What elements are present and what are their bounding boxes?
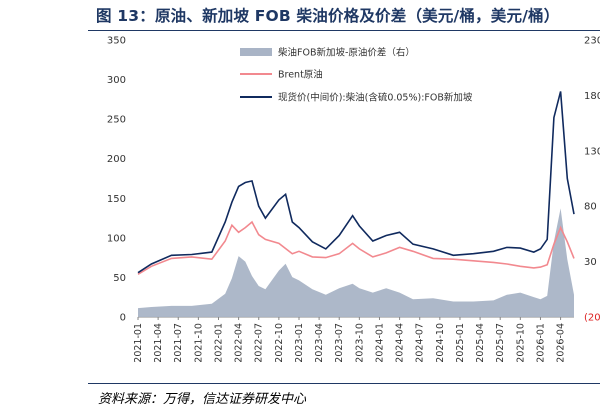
x-tick-label: 2026-01 <box>535 323 546 363</box>
source-note: 资料来源：万得，信达证券研发中心 <box>98 392 307 407</box>
y-left-tick-label: 0 <box>120 313 126 324</box>
x-tick-label: 2023-04 <box>314 323 325 363</box>
x-tick-label: 2022-10 <box>274 323 285 363</box>
y-left-tick-label: 100 <box>107 233 126 244</box>
x-tick-label: 2024-01 <box>374 323 385 363</box>
legend-label-diesel: 现货价(中间价):柴油(含硫0.05%):FOB新加坡 <box>278 92 473 104</box>
y-left-tick-label: 300 <box>107 75 126 86</box>
x-tick-label: 2022-07 <box>254 323 265 363</box>
x-tick-label: 2025-01 <box>455 323 466 363</box>
x-axis-ticks: 2021-01 2021-04 2021-07 2021-10 2022-01 2022-… <box>133 317 567 363</box>
y-right-tick-label: 130 <box>584 146 600 157</box>
series-spread-area <box>138 208 574 317</box>
x-tick-label: 2022-04 <box>234 323 245 363</box>
series-diesel-line <box>137 91 575 274</box>
y-left-tick-label: 150 <box>107 194 126 205</box>
source-rule <box>88 383 600 384</box>
x-tick-label: 2025-10 <box>515 323 526 363</box>
y-right-tick-label: 80 <box>584 202 597 213</box>
legend-label-brent: Brent原油 <box>278 69 323 81</box>
y-right-tick-label: 30 <box>584 257 597 268</box>
series-layer <box>137 91 575 317</box>
x-tick-label: 2021-10 <box>193 323 204 363</box>
x-tick-label: 2021-04 <box>153 323 164 363</box>
x-tick-label: 2021-07 <box>173 323 184 363</box>
y-right-tick-label: 230 <box>584 36 600 47</box>
y-axis-right-ticks: (20) 30 80 130 180 230 <box>584 36 600 324</box>
x-tick-label: 2024-04 <box>395 323 406 363</box>
x-tick-label: 2026-04 <box>556 323 567 363</box>
y-axis-left-ticks: 0 50 100 150 200 250 300 350 <box>107 36 126 324</box>
x-tick-label: 2024-07 <box>415 323 426 363</box>
legend-label-spread: 柴油FOB新加坡-原油价差（右） <box>278 47 415 59</box>
x-tick-label: 2023-01 <box>294 323 305 363</box>
series-brent-line <box>137 220 575 275</box>
y-right-tick-label: 180 <box>584 91 600 102</box>
x-tick-label: 2025-07 <box>495 323 506 363</box>
y-left-tick-label: 350 <box>107 36 126 47</box>
y-left-tick-label: 50 <box>113 273 126 284</box>
x-tick-label: 2023-07 <box>334 323 345 363</box>
x-tick-label: 2024-10 <box>435 323 446 363</box>
legend-swatch-spread <box>240 48 272 56</box>
x-tick-label: 2023-10 <box>354 323 365 363</box>
y-left-tick-label: 200 <box>107 154 126 165</box>
title-rule <box>88 30 600 31</box>
x-tick-label: 2025-04 <box>475 323 486 363</box>
x-tick-label: 2022-01 <box>213 323 224 363</box>
figure-title: 图 13：原油、新加坡 FOB 柴油价格及价差（美元/桶，美元/桶） <box>96 7 560 25</box>
legend: 柴油FOB新加坡-原油价差（右） Brent原油现货价(中间价):柴油(含硫0.0… <box>240 47 473 104</box>
x-tick-label: 2021-01 <box>133 323 144 363</box>
y-left-tick-label: 250 <box>107 115 126 126</box>
y-right-tick-label: (20) <box>584 313 600 324</box>
